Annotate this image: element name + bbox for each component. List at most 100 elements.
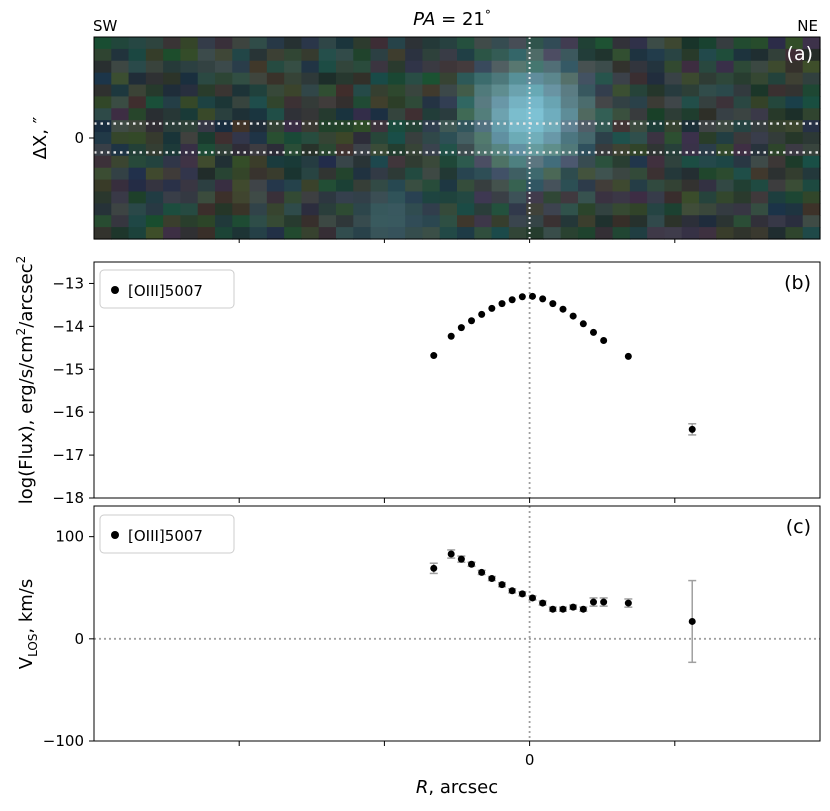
data-point [498,581,506,589]
image-pixel [439,227,458,240]
data-point [468,560,476,568]
image-pixel [681,155,700,169]
image-pixel [508,167,527,181]
image-pixel [284,48,303,62]
image-pixel [612,84,631,98]
image-pixel [750,60,769,74]
image-pixel [612,203,631,216]
image-pixel [768,167,787,181]
image-pixel [197,215,216,228]
image-pixel [612,155,631,169]
image-pixel [284,37,303,50]
image-pixel [370,143,389,157]
image-pixel [716,84,735,98]
image-pixel [197,72,216,86]
image-pixel [370,227,389,240]
image-pixel [578,167,596,181]
image-pixel [163,215,182,228]
y-tick-label: −16 [52,403,84,421]
image-pixel [111,84,130,98]
image-pixel [336,215,354,228]
image-pixel [664,120,683,133]
image-pixel [301,37,320,50]
legend-label: [OIII]5007 [128,527,203,545]
image-pixel [249,84,268,98]
image-pixel [785,108,804,121]
image-pixel [387,215,406,228]
image-pixel [578,203,596,216]
image-pixel [560,60,579,74]
image-pixel [353,108,372,121]
image-pixel [526,179,545,193]
image-pixel [94,203,112,216]
image-pixel [266,72,285,86]
image-pixel [716,227,735,240]
image-pixel [111,203,130,216]
image-pixel [232,215,251,228]
image-pixel [145,132,164,145]
image-pixel [145,203,164,216]
image-pixel [266,227,285,240]
image-pixel [508,48,527,62]
image-pixel [232,179,251,193]
image-pixel [491,167,510,181]
image-pixel [595,48,614,62]
image-pixel [163,96,182,109]
image-pixel [128,191,147,204]
data-point [624,352,632,360]
image-pixel [111,37,130,50]
image-pixel [543,191,562,204]
image-pixel [215,155,233,169]
image-pixel [284,72,303,86]
image-pixel [318,84,337,98]
image-pixel [163,179,182,193]
image-pixel [508,132,527,145]
image-pixel [543,215,562,228]
y-tick-label: 0 [74,129,84,147]
image-pixel [629,179,648,193]
image-pixel [163,227,182,240]
image-pixel [560,48,579,62]
image-pixel [387,191,406,204]
image-pixel [457,60,475,74]
image-pixel [508,203,527,216]
image-pixel [543,60,562,74]
image-pixel [681,143,700,157]
image-pixel [370,48,389,62]
image-pixel [439,84,458,98]
image-pixel [94,72,112,86]
image-pixel [785,227,804,240]
image-pixel [387,203,406,216]
image-pixel [595,167,614,181]
image-pixel [560,143,579,157]
image-pixel [370,215,389,228]
image-pixel [266,155,285,169]
image-pixel [526,48,545,62]
image-pixel [560,132,579,145]
image-pixel [457,215,475,228]
image-pixel [785,60,804,74]
image-pixel [474,72,493,86]
image-pixel [543,179,562,193]
image-pixel [163,132,182,145]
image-pixel [249,120,268,133]
image-pixel [336,96,354,109]
image-pixel [249,227,268,240]
image-pixel [336,191,354,204]
image-pixel [560,227,579,240]
image-pixel [629,48,648,62]
y-tick-label: −15 [52,360,84,378]
image-pixel [647,84,666,98]
image-pixel [353,96,372,109]
image-pixel [301,155,320,169]
image-pixel [111,155,130,169]
image-pixel [785,120,804,133]
image-overlay-lines [94,37,820,239]
image-pixel [750,96,769,109]
image-pixel [336,155,354,169]
image-pixel [266,37,285,50]
legend-box [99,269,235,309]
image-pixel [232,37,251,50]
image-pixel [750,203,769,216]
ylabel-sup1: 2 [14,328,28,336]
